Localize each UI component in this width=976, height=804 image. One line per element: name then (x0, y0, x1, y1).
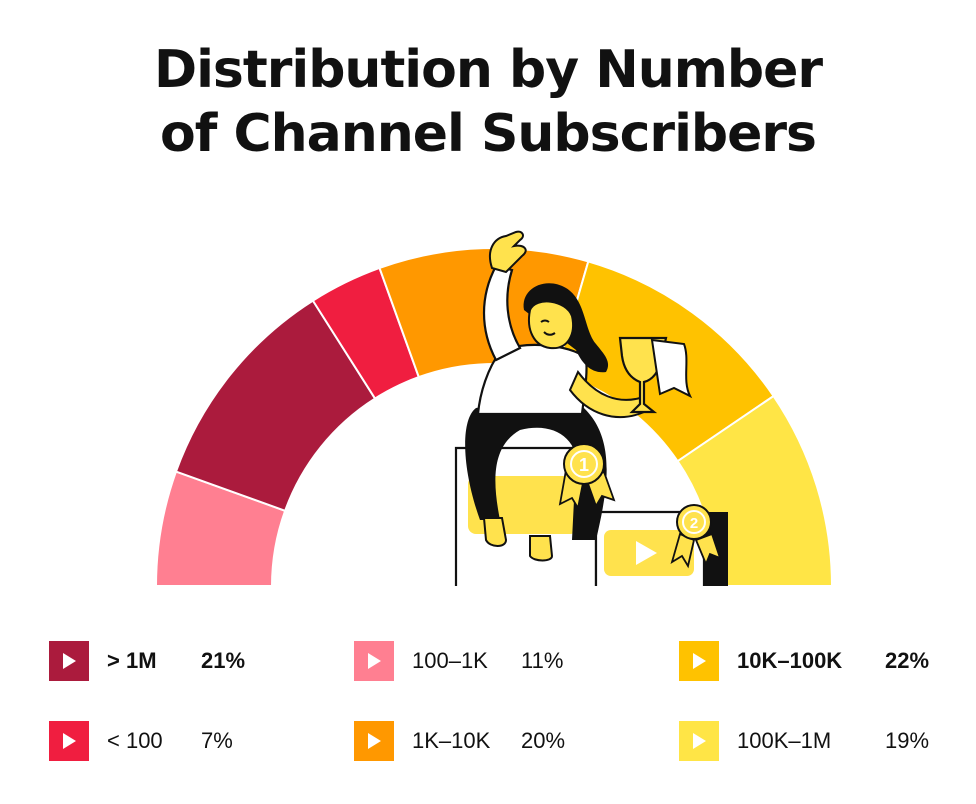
medal-first-number: 1 (579, 455, 589, 475)
play-icon (636, 541, 657, 565)
legend-label: 100–1K (412, 648, 488, 673)
medal-ribbon-second-right-icon (694, 532, 722, 567)
legend-swatch (679, 721, 719, 761)
shoe-left-icon (482, 517, 508, 547)
legend-item: 1K–10K 20% (354, 721, 644, 761)
legend-swatch (679, 641, 719, 681)
legend-label: 10K–100K (737, 648, 843, 673)
legend-value: 21% (201, 648, 246, 673)
legend-value: 22% (885, 648, 930, 673)
play-icon (368, 653, 381, 669)
medal-second-inner-icon (682, 510, 706, 534)
legend-item: 10K–100K 22% (679, 641, 969, 681)
legend-value: 20% (521, 728, 566, 753)
play-icon (63, 733, 76, 749)
legs-icon (465, 392, 607, 540)
legend-value: 19% (885, 728, 930, 753)
legend-item: 100K–1M 19% (679, 721, 969, 761)
trophy-ribbon-icon (650, 338, 693, 399)
chart-title-line-1: Distribution by Number (153, 40, 823, 100)
play-icon (63, 653, 76, 669)
raised-hand-icon (488, 230, 527, 274)
face-icon (528, 300, 574, 350)
legend-label: > 1M (107, 648, 157, 673)
play-icon (693, 653, 706, 669)
legend-swatch (49, 721, 89, 761)
legend-item: 100–1K 11% (354, 641, 644, 681)
legend-swatch (354, 721, 394, 761)
play-icon (693, 733, 706, 749)
medal-second-icon (676, 504, 712, 540)
legend-label: 1K–10K (412, 728, 491, 753)
chart-title-line-2: of Channel Subscribers (160, 104, 817, 164)
play-icon (368, 733, 381, 749)
smile-icon (543, 331, 556, 336)
legend-item: < 100 7% (49, 721, 339, 761)
legend-label: 100K–1M (737, 728, 832, 753)
woman-with-trophy-icon: 1 2 (454, 230, 728, 586)
medal-first-icon (563, 443, 605, 485)
legend-value: 11% (521, 648, 564, 673)
legend-item: > 1M 21% (49, 641, 339, 681)
legend-swatch (49, 641, 89, 681)
medal-first-inner-icon (570, 450, 598, 478)
legend-label: < 100 (107, 728, 163, 753)
legend-value: 7% (201, 728, 233, 753)
chart-title: Distribution by Number of Channel Subscr… (0, 38, 976, 166)
medal-second-number: 2 (690, 515, 698, 532)
shoe-right-icon (529, 535, 554, 562)
eye-icon (540, 319, 550, 323)
legend-swatch (354, 641, 394, 681)
